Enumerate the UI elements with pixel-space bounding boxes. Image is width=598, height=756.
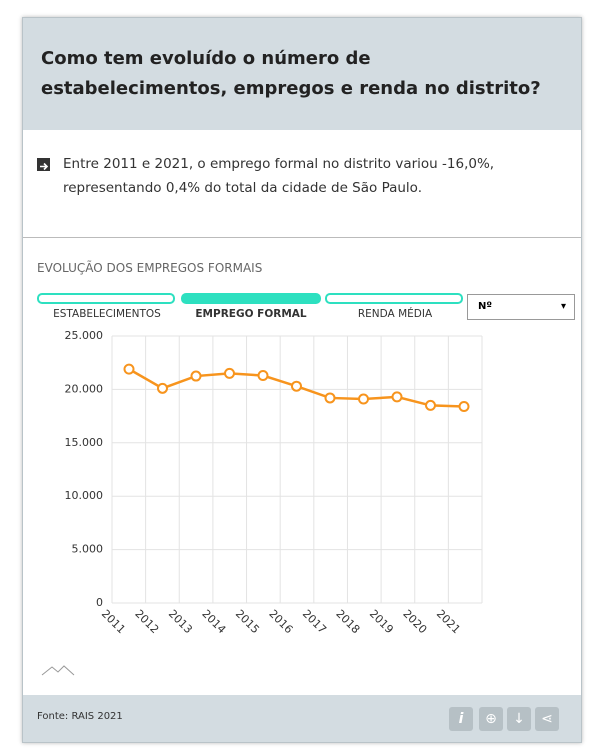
zoom-button[interactable]: ⊕ <box>479 707 503 731</box>
y-tick-label: 10.000 <box>65 489 104 502</box>
x-tick-label: 2018 <box>333 607 362 636</box>
x-tick-label: 2013 <box>166 607 195 636</box>
section-title: EVOLUÇÃO DOS EMPREGOS FORMAIS <box>37 261 263 275</box>
x-tick-label: 2017 <box>300 607 329 636</box>
point <box>425 399 436 411</box>
footer: Fonte: RAIS 2021 i ⊕ ↓ ⋖ <box>23 695 581 742</box>
card: Como tem evoluído o número de estabeleci… <box>22 17 582 743</box>
header: Como tem evoluído o número de estabeleci… <box>23 18 581 130</box>
tab-label[interactable]: ESTABELECIMENTOS <box>53 308 161 320</box>
point <box>190 370 202 382</box>
summary-box: Entre 2011 e 2021, o emprego formal no d… <box>23 130 581 238</box>
x-tick-label: 2019 <box>367 607 396 636</box>
summary: Entre 2011 e 2021, o emprego formal no d… <box>63 156 495 196</box>
chart-icon <box>41 665 75 676</box>
x-tick-label: 2011 <box>99 607 128 636</box>
source: Fonte: RAIS 2021 <box>37 711 123 722</box>
info-button[interactable]: i <box>449 707 473 731</box>
title: Como tem evoluído o número de estabeleci… <box>41 48 541 99</box>
y-tick-label: 15.000 <box>65 436 104 449</box>
y-tick-label: 25.000 <box>65 329 104 342</box>
y-tick-label: 20.000 <box>65 382 104 395</box>
y-tick-label: 5.000 <box>72 543 104 556</box>
arrow-icon <box>37 158 50 171</box>
point <box>224 367 235 379</box>
point <box>157 382 168 394</box>
point <box>324 392 336 404</box>
point <box>291 380 302 392</box>
tab-label[interactable]: RENDA MÉDIA <box>357 308 433 320</box>
point <box>391 391 403 403</box>
point <box>458 400 470 412</box>
dropdown[interactable]: Nº ▾ <box>467 294 575 320</box>
point <box>123 363 135 375</box>
y-tick-label: 0 <box>96 596 103 609</box>
x-tick-label: 2021 <box>434 607 463 636</box>
x-tick-label: 2015 <box>233 607 262 636</box>
dropdown-value: Nº <box>478 301 493 312</box>
share-button[interactable]: ⋖ <box>535 707 559 731</box>
tab[interactable] <box>181 293 321 304</box>
point <box>257 370 269 382</box>
x-tick-label: 2020 <box>400 607 429 636</box>
tab[interactable] <box>325 293 463 304</box>
point <box>358 393 369 405</box>
download-button[interactable]: ↓ <box>507 707 531 731</box>
tab[interactable] <box>37 293 175 304</box>
x-tick-label: 2014 <box>199 607 228 636</box>
x-tick-label: 2012 <box>132 607 161 636</box>
tab-label[interactable]: EMPREGO FORMAL <box>195 308 307 320</box>
x-tick-label: 2016 <box>266 607 295 636</box>
